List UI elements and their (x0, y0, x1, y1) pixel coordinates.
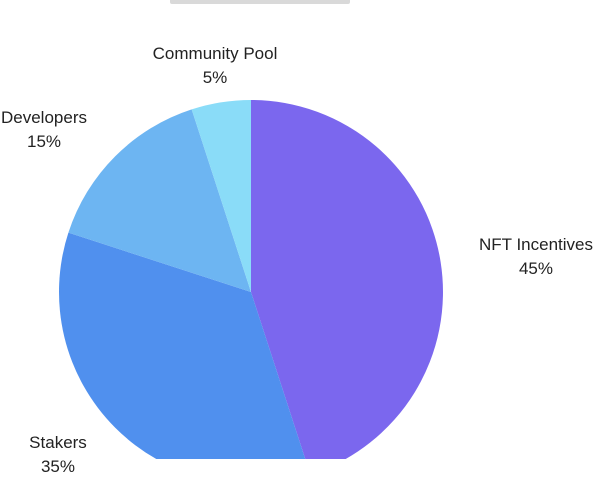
pie-slice-stakers (59, 232, 306, 459)
slice-label-nft-incentives: NFT Incentives 45% (479, 233, 593, 281)
slice-label-value: 5% (202, 68, 228, 87)
pie-slice-developers (68, 109, 252, 293)
pie-slice-nft-incentives (251, 100, 443, 459)
slice-label-value: 15% (26, 132, 62, 151)
pie-plot-area (59, 100, 443, 459)
slice-label-name: Stakers (29, 433, 87, 452)
slice-label-name: Developers (1, 108, 87, 127)
slice-label-developers: Developers 15% (1, 106, 87, 154)
slice-label-value: 45% (518, 259, 554, 278)
slice-label-name: NFT Incentives (478, 235, 594, 254)
chart-title-fragment (170, 0, 350, 4)
slice-label-community-pool: Community Pool 5% (153, 42, 278, 90)
slice-label-name: Community Pool (152, 44, 278, 63)
pie-slice-community-pool (191, 100, 251, 292)
slice-label-stakers: Stakers 35% (29, 431, 87, 479)
